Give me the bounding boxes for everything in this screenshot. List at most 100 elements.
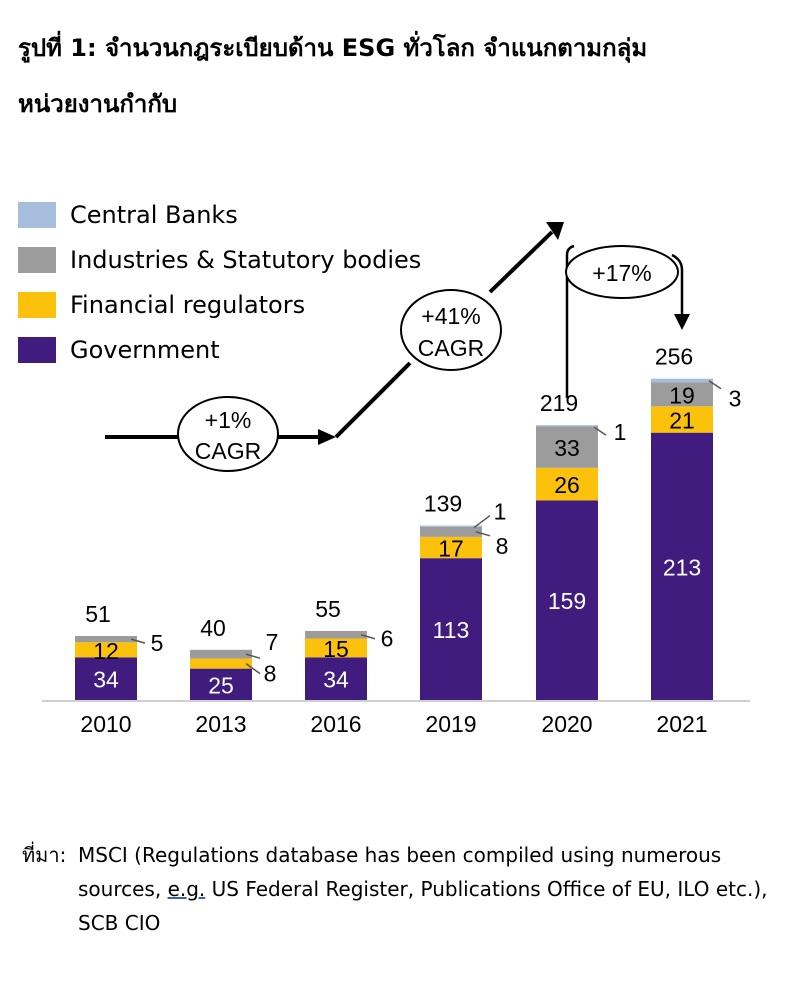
- cagr-bubble-2-ellipse: [400, 289, 502, 371]
- label-2013-financial-regulators: 8: [264, 661, 277, 687]
- bar-2020-industries-statutory-bodies: [536, 426, 598, 468]
- x-tick-2016: 2016: [310, 711, 361, 737]
- label-2010-financial-regulators: 12: [93, 638, 119, 664]
- cagr-bubble-1-ellipse: [177, 396, 279, 472]
- chart-title-line-1: รูปที่ 1: จำนวนกฎระเบียบด้าน ESG ทั่วโลก…: [18, 34, 648, 62]
- label-2016-industries: 6: [381, 626, 394, 652]
- legend-label-industries: Industries & Statutory bodies: [70, 245, 422, 274]
- bar-2019-financial-regulators: [420, 536, 482, 559]
- bar-2019-central-banks: [420, 525, 482, 527]
- leader-2021-central-banks: [708, 380, 722, 390]
- leader-2016-industries: [360, 634, 376, 640]
- legend-item-financial-regulators: Financial regulators: [18, 282, 421, 327]
- cagr-bubble-2: +41% CAGR: [400, 289, 502, 371]
- label-2019-government: 113: [433, 617, 470, 643]
- legend: Central Banks Industries & Statutory bod…: [18, 192, 421, 372]
- bar-2021-central-banks: [651, 378, 713, 383]
- cagr-bubble-3: +17%: [565, 245, 679, 299]
- cagr-bubble-3-value: +17%: [592, 260, 651, 286]
- total-2020: 219: [540, 390, 578, 416]
- chart-title-line-2: หน่วยงานกำกับ: [18, 90, 178, 118]
- legend-label-financial-regulators: Financial regulators: [70, 290, 306, 319]
- legend-item-central-banks: Central Banks: [18, 192, 421, 237]
- legend-swatch-industries: [18, 246, 56, 273]
- label-2013-industries: 7: [266, 629, 279, 655]
- label-2019-central-banks: 1: [494, 499, 507, 525]
- bar-2021-industries-statutory-bodies: [651, 382, 713, 407]
- legend-item-government: Government: [18, 327, 421, 372]
- bar-2013-government: [190, 668, 252, 700]
- growth-arrow-rising-2: [488, 230, 554, 294]
- cagr-bubble-1-label: CAGR: [195, 438, 261, 464]
- bar-2020-government: [536, 500, 598, 700]
- label-2019-financial-regulators: 17: [438, 536, 464, 562]
- total-2013: 40: [200, 615, 226, 641]
- legend-label-government: Government: [70, 335, 220, 364]
- source-text-after: US Federal Register, Publications Office…: [78, 877, 768, 935]
- growth-arrow-rising: [334, 361, 412, 439]
- legend-item-industries: Industries & Statutory bodies: [18, 237, 421, 282]
- source-text: MSCI (Regulations database has been comp…: [78, 838, 790, 940]
- leader-2019-industries: [475, 531, 491, 537]
- leader-2013-industries: [245, 653, 261, 659]
- label-2019-industries: 8: [496, 533, 509, 559]
- cagr-bubble-2-value: +41%: [421, 303, 480, 329]
- bar-2010-government: [75, 657, 137, 700]
- leader-2010-industries: [130, 638, 146, 644]
- legend-swatch-central-banks: [18, 201, 56, 228]
- source-text-before: MSCI (Regulations database has been comp…: [78, 843, 722, 901]
- bar-2019-government: [420, 558, 482, 700]
- growth-arrow-head-1: [318, 429, 336, 445]
- bar-2016-industries-statutory-bodies: [305, 630, 367, 639]
- bar-2016-financial-regulators: [305, 638, 367, 658]
- legend-swatch-government: [18, 336, 56, 363]
- bar-2019-industries-statutory-bodies: [420, 526, 482, 537]
- bar-2020-central-banks: [536, 425, 598, 427]
- bars-layer: [75, 378, 713, 700]
- label-2010-industries: 5: [151, 630, 164, 656]
- cagr-bubble-3-ellipse: [565, 245, 679, 299]
- leader-2013-financial-regulators: [245, 662, 261, 675]
- bar-2010-financial-regulators: [75, 642, 137, 658]
- source-eg: e.g.: [167, 877, 206, 901]
- label-2020-industries: 33: [554, 435, 580, 461]
- bar-2013-financial-regulators: [190, 658, 252, 669]
- growth-arrow-connector: [565, 244, 575, 398]
- source-label: ที่มา:: [22, 843, 67, 867]
- label-2021-industries: 19: [669, 382, 695, 408]
- label-2021-central-banks: 3: [729, 386, 742, 412]
- source-note: ที่มา: MSCI (Regulations database has be…: [22, 838, 792, 935]
- total-2021: 256: [655, 344, 693, 370]
- x-tick-2010: 2010: [80, 711, 131, 737]
- growth-arrow-head-3: [674, 314, 690, 330]
- chart-title: รูปที่ 1: จำนวนกฎระเบียบด้าน ESG ทั่วโลก…: [18, 20, 788, 132]
- legend-label-central-banks: Central Banks: [70, 200, 238, 229]
- bar-2021-government: [651, 432, 713, 700]
- x-tick-2021: 2021: [656, 711, 707, 737]
- label-2016-government: 34: [323, 667, 349, 693]
- bar-2016-government: [305, 657, 367, 700]
- bar-2020-financial-regulators: [536, 467, 598, 501]
- cagr-bubble-1-value: +1%: [205, 407, 252, 433]
- growth-arrow-head-2: [546, 222, 564, 240]
- bar-2013-industries-statutory-bodies: [190, 649, 252, 659]
- label-2021-financial-regulators: 21: [669, 408, 695, 434]
- growth-arrow-return: [671, 253, 684, 318]
- label-2010-government: 34: [93, 667, 119, 693]
- label-2020-government: 159: [548, 588, 586, 614]
- label-2021-government: 213: [663, 554, 701, 580]
- cagr-bubble-2-label: CAGR: [418, 335, 484, 361]
- label-2016-financial-regulators: 15: [323, 636, 349, 662]
- leader-2019-central-banks: [473, 514, 491, 529]
- leader-2020-central-banks: [593, 426, 607, 436]
- x-tick-2019: 2019: [425, 711, 476, 737]
- total-2010: 51: [85, 601, 111, 627]
- label-2020-central-banks: 1: [614, 419, 627, 445]
- total-2019: 139: [424, 491, 462, 517]
- x-tick-2013: 2013: [195, 711, 246, 737]
- cagr-bubble-1: +1% CAGR: [177, 396, 279, 472]
- x-tick-2020: 2020: [541, 711, 592, 737]
- label-2013-government: 25: [208, 672, 234, 698]
